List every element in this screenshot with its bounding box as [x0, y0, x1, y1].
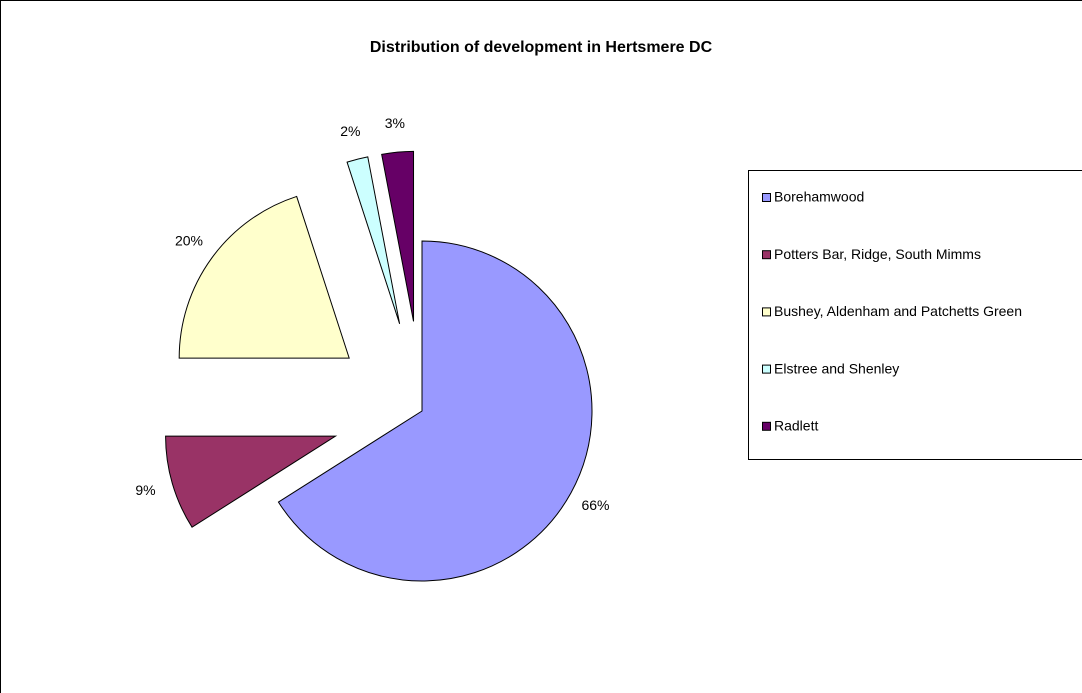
data-label: 3%	[385, 115, 405, 131]
pie-slice	[165, 435, 338, 528]
chart-title: Distribution of development in Hertsmere…	[370, 39, 713, 56]
legend-label: Radlett	[774, 418, 818, 434]
pie-slice	[346, 156, 401, 324]
legend-swatch	[762, 193, 771, 202]
legend-swatch	[762, 421, 771, 431]
data-label: 20%	[175, 232, 203, 248]
pie-slice	[178, 195, 350, 359]
pie-slice	[381, 150, 415, 322]
legend-label: Bushey, Aldenham and Patchetts Green	[774, 303, 1022, 319]
legend-box	[748, 170, 1082, 460]
legend-swatch	[762, 307, 771, 317]
data-label: 2%	[340, 123, 360, 139]
data-label: 66%	[581, 497, 609, 513]
data-label: 9%	[135, 482, 155, 498]
pie-slice	[277, 240, 593, 582]
legend-swatch	[762, 250, 771, 260]
legend-swatch	[762, 364, 771, 374]
legend-label: Potters Bar, Ridge, South Mimms	[774, 246, 981, 262]
legend-label: Borehamwood	[774, 189, 864, 205]
legend-label: Elstree and Shenley	[774, 360, 899, 376]
